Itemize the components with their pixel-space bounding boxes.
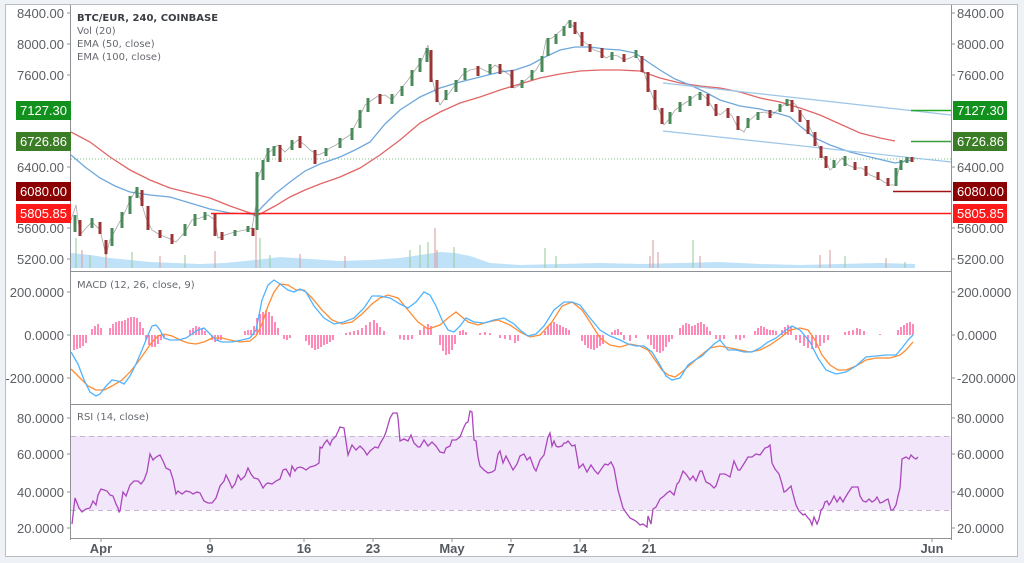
x-label-may-21: 21	[642, 541, 656, 556]
x-label-apr-16: 16	[297, 541, 311, 556]
y-tick-5600-right: 5600.00	[957, 221, 1004, 236]
axis-tick-marks	[67, 12, 955, 542]
y-tick-8000-right: 8000.00	[957, 37, 1004, 52]
price-tags-right[interactable]: 7127.30 6726.86 6080.00 5805.85	[953, 101, 1007, 223]
price-tag-5805-right: 5805.85	[957, 206, 1004, 221]
y-tick-5600-left: 5600.00	[17, 221, 64, 236]
main-legend-ema100: EMA (100, close)	[77, 52, 161, 63]
x-label-apr-9: 9	[206, 541, 213, 556]
main-y-axis-right[interactable]: 8400.00 8000.00 7600.00 6400.00 5600.00 …	[957, 6, 1004, 267]
rsi-tick-20-right: 20.0000	[957, 521, 1004, 536]
main-legend-ema50: EMA (50, close)	[77, 39, 155, 50]
x-label-may-7: 7	[507, 541, 514, 556]
macd-legend: MACD (12, 26, close, 9)	[77, 280, 195, 291]
macd-tick-200-right: 200.0000	[957, 285, 1011, 300]
volume-ma-area	[71, 252, 915, 268]
rsi-tick-40-right: 40.0000	[957, 485, 1004, 500]
x-label-may: May	[439, 541, 465, 556]
price-tag-7127-right-bg	[953, 101, 1007, 120]
rsi-pane[interactable]: RSI (14, close)	[71, 410, 951, 529]
main-legend-title: BTC/EUR, 240, COINBASE	[77, 13, 218, 24]
rsi-tick-40-left: 40.0000	[17, 485, 64, 500]
price-tag-6726-left-bg	[16, 132, 71, 151]
x-axis[interactable]: Apr 9 16 23 May 7 14 21 Jun	[90, 541, 944, 556]
main-price-pane[interactable]: BTC/EUR, 240, COINBASE Vol (20) EMA (50,…	[70, 13, 952, 268]
x-label-jun: Jun	[920, 541, 943, 556]
rsi-tick-20-left: 20.0000	[17, 521, 64, 536]
price-tag-6726-right-bg	[953, 132, 1007, 151]
macd-pane[interactable]: MACD (12, 26, close, 9)	[70, 279, 914, 397]
pane-borders	[70, 5, 952, 540]
rsi-tick-60-right: 60.0000	[957, 447, 1004, 462]
main-y-axis-left[interactable]: 8400.00 8000.00 7600.00 6400.00 5600.00 …	[17, 6, 64, 267]
y-tick-7600-left: 7600.00	[17, 68, 64, 83]
rsi-y-axis-left[interactable]: 80.0000 60.0000 40.0000 20.0000	[17, 411, 64, 536]
price-tag-6080-right: 6080.00	[957, 184, 1004, 199]
macd-line	[70, 279, 914, 397]
main-legend-vol: Vol (20)	[77, 26, 116, 37]
y-tick-8000-left: 8000.00	[17, 37, 64, 52]
y-tick-8400-left: 8400.00	[17, 6, 64, 21]
macd-y-axis-right[interactable]: 200.0000 0.0000 -200.0000	[957, 285, 1016, 386]
price-tag-5805-right-bg	[953, 204, 1007, 223]
rsi-y-axis-right[interactable]: 80.0000 60.0000 40.0000 20.0000	[957, 411, 1004, 536]
rsi-tick-80-right: 80.0000	[957, 411, 1004, 426]
candles	[73, 20, 914, 254]
rsi-tick-60-left: 60.0000	[17, 447, 64, 462]
macd-tick-0-right: 0.0000	[957, 328, 997, 343]
price-tag-6080-left-bg	[16, 182, 71, 201]
rsi-legend: RSI (14, close)	[77, 412, 149, 423]
macd-tick-200-left: 200.0000	[10, 285, 64, 300]
macd-tick-0-left: 0.0000	[24, 328, 64, 343]
price-tag-6080-right-bg	[953, 182, 1007, 201]
price-tag-5805-left-bg	[16, 204, 71, 223]
macd-tick-neg200-left: -200.0000	[5, 371, 64, 386]
x-label-may-14: 14	[573, 541, 588, 556]
y-tick-6400-left: 6400.00	[17, 160, 64, 175]
rsi-line	[71, 410, 919, 529]
price-tag-5805-left: 5805.85	[20, 206, 67, 221]
y-tick-5200-left: 5200.00	[17, 252, 64, 267]
macd-y-axis-left[interactable]: 200.0000 0.0000 -200.0000	[5, 285, 64, 386]
macd-histogram	[73, 310, 914, 355]
price-tag-6726-left: 6726.86	[20, 134, 67, 149]
x-label-apr: Apr	[90, 541, 112, 556]
rsi-tick-80-left: 80.0000	[17, 411, 64, 426]
price-tag-7127-right: 7127.30	[957, 103, 1004, 118]
volume-bars	[75, 228, 906, 268]
y-tick-8400-right: 8400.00	[957, 6, 1004, 21]
price-tag-7127-left: 7127.30	[20, 103, 67, 118]
rsi-band	[71, 436, 951, 510]
macd-signal-line	[70, 283, 914, 391]
ema-100-line	[70, 69, 896, 217]
macd-tick-neg200-right: -200.0000	[957, 371, 1016, 386]
price-tag-6080-left: 6080.00	[20, 184, 67, 199]
price-tag-6726-right: 6726.86	[957, 134, 1004, 149]
trendline-upper[interactable]	[662, 82, 952, 116]
price-tags-left[interactable]: 7127.30 6726.86 6080.00 5805.85	[16, 101, 71, 223]
x-label-apr-23: 23	[366, 541, 380, 556]
y-tick-5200-right: 5200.00	[957, 252, 1004, 267]
price-tag-7127-left-bg	[16, 101, 71, 120]
y-tick-6400-right: 6400.00	[957, 160, 1004, 175]
y-tick-7600-right: 7600.00	[957, 68, 1004, 83]
trendline-lower[interactable]	[662, 130, 952, 163]
price-close-line	[70, 21, 913, 256]
